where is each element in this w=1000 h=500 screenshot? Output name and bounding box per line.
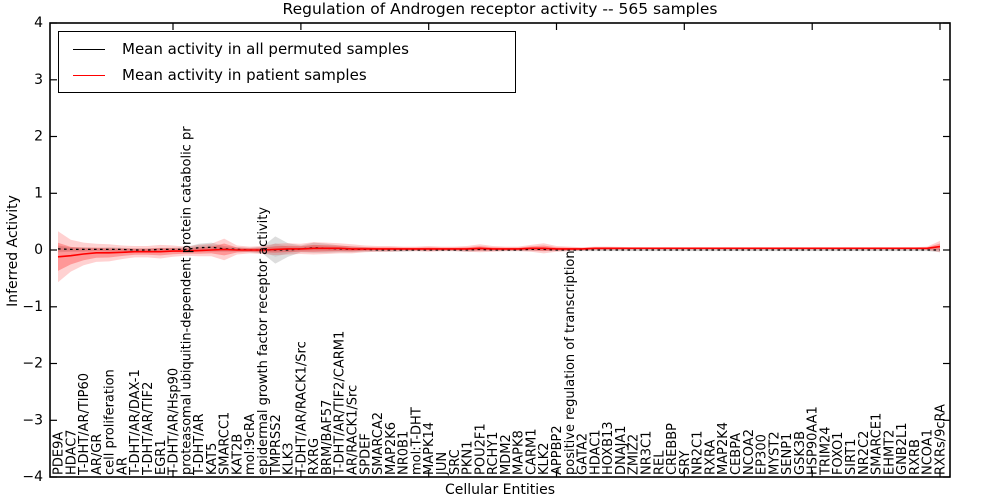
x-category-label: ZMIZ2 [627,434,642,475]
x-category-label: NR2C1 [691,431,706,475]
legend-entry-permuted: Mean activity in all permuted samples [73,37,515,61]
legend-label-permuted: Mean activity in all permuted samples [122,39,409,58]
legend-entry-patient: Mean activity in patient samples [73,63,515,87]
x-category-label: MYST2 [767,431,782,475]
x-category-label: SENP1 [780,433,795,475]
patient-band [58,231,940,283]
x-category-label: GNB2L1 [895,422,910,475]
x-category-label: KAT2B [231,434,246,475]
x-category-label: RXRA [703,440,718,475]
x-category-label: EHMT2 [882,430,897,475]
x-category-label: T-DHT/AR [192,414,207,476]
x-category-label: cell proliferation [103,369,118,475]
x-category-label: MAP2K4 [716,422,731,475]
legend-label-patient: Mean activity in patient samples [122,65,367,84]
x-category-label: CARM1 [525,429,540,476]
x-category-label: T-DHT/AR/TIF2 [141,382,156,476]
chart-title: Regulation of Androgen receptor activity… [282,0,718,18]
x-category-label: SMARCE1 [870,413,885,475]
y-tick-label: 0 [34,242,43,258]
y-tick-label: −2 [22,356,43,372]
y-tick-label: −1 [22,299,43,315]
x-category-label: EP300 [755,434,770,475]
x-category-label: SRY [678,451,693,475]
x-category-label: MAPK14 [422,422,437,475]
x-category-label: SRC [448,449,463,475]
x-category-label: NCOA1 [921,429,936,475]
x-category-label: RXRs/9cRA [934,404,949,475]
x-category-label: SMARCA2 [371,412,386,475]
x-category-label: NR3C1 [640,431,655,475]
x-category-label: REL [652,450,667,475]
x-category-label: positive regulation of transcription [563,250,578,475]
x-category-label: T-DHT/AR/DAX-1 [128,369,143,476]
x-category-label: JUN [435,452,450,476]
y-tick-label: 3 [34,72,43,88]
x-category-label: DNAJA1 [614,426,629,475]
x-category-label: SIRT1 [844,439,859,475]
x-category-label: MAPK8 [512,430,527,475]
x-category-label: HOXB13 [601,421,616,475]
x-category-label: FOXO1 [831,432,846,475]
x-category-label: proteasomal ubiquitin-dependent protein … [179,126,194,475]
x-category-label: TMPRSS2 [269,414,284,476]
y-tick-label: −4 [22,469,43,485]
x-category-label: NCOA2 [742,429,757,475]
x-category-label: AR/GR [90,434,105,475]
x-category-label: CEBPA [729,433,744,475]
x-category-label: PDE9A [52,432,67,475]
y-tick-label: 4 [34,15,43,31]
x-category-label: epidermal growth factor receptor activit… [256,207,271,475]
x-category-label: mol:9cRA [243,413,258,475]
legend-line-patient-icon [73,74,105,76]
y-tick-label: 2 [34,129,43,145]
x-category-label: APPBP2 [550,425,565,475]
x-category-label: GSK3B [793,431,808,475]
x-category-label: HDAC1 [588,429,603,475]
y-tick-label: 1 [34,185,43,201]
patient-mean-line [57,245,941,258]
x-category-label: PKN1 [461,441,476,475]
x-category-label: NR0B1 [397,431,412,475]
x-category-label: RXRB [908,439,923,475]
y-axis-label: Inferred Activity [5,195,21,307]
x-category-label: T-DHT/AR/TIP60 [77,373,92,476]
x-category-label: KLK2 [537,442,552,475]
x-category-label: TRIM24 [819,426,834,476]
x-category-label: BRM/BAF57 [320,400,335,475]
x-category-label: T-DHT/AR/RACK1/Src [294,341,309,476]
x-category-label: AR [115,457,130,475]
x-category-label: HDAC7 [64,429,79,475]
x-category-label: AR/RACK1/Src [346,385,361,475]
x-category-label: KLK3 [282,442,297,475]
x-category-label: POU2F1 [473,423,488,475]
x-category-label: mol:T-DHT [409,407,424,475]
x-category-label: KAT5 [205,443,220,475]
x-category-label: GATA2 [576,433,591,475]
legend: Mean activity in all permuted samples Me… [58,31,516,93]
y-tick-label: −3 [22,412,43,428]
legend-line-permuted-icon [73,48,105,50]
x-category-label: RXRG [307,438,322,475]
x-category-label: T-DHT/AR/TIF2/CARM1 [333,331,348,476]
x-axis-label: Cellular Entities [444,482,556,498]
x-category-label: CREBBP [665,423,680,475]
x-category-label: RCHY1 [486,432,501,475]
x-category-label: SMARCC1 [218,412,233,475]
permuted-band-inner [58,243,940,257]
permuted-band [58,236,940,264]
x-category-label: SPDEF [358,433,373,475]
x-category-label: EGR1 [154,439,169,475]
x-category-label: HSP90AA1 [806,406,821,475]
x-category-label: MDM2 [499,434,514,475]
x-category-label: NR2C2 [857,431,872,475]
x-category-label: MAP2K6 [384,422,399,475]
x-category-label: T-DHT/AR/Hsp90 [167,368,182,476]
